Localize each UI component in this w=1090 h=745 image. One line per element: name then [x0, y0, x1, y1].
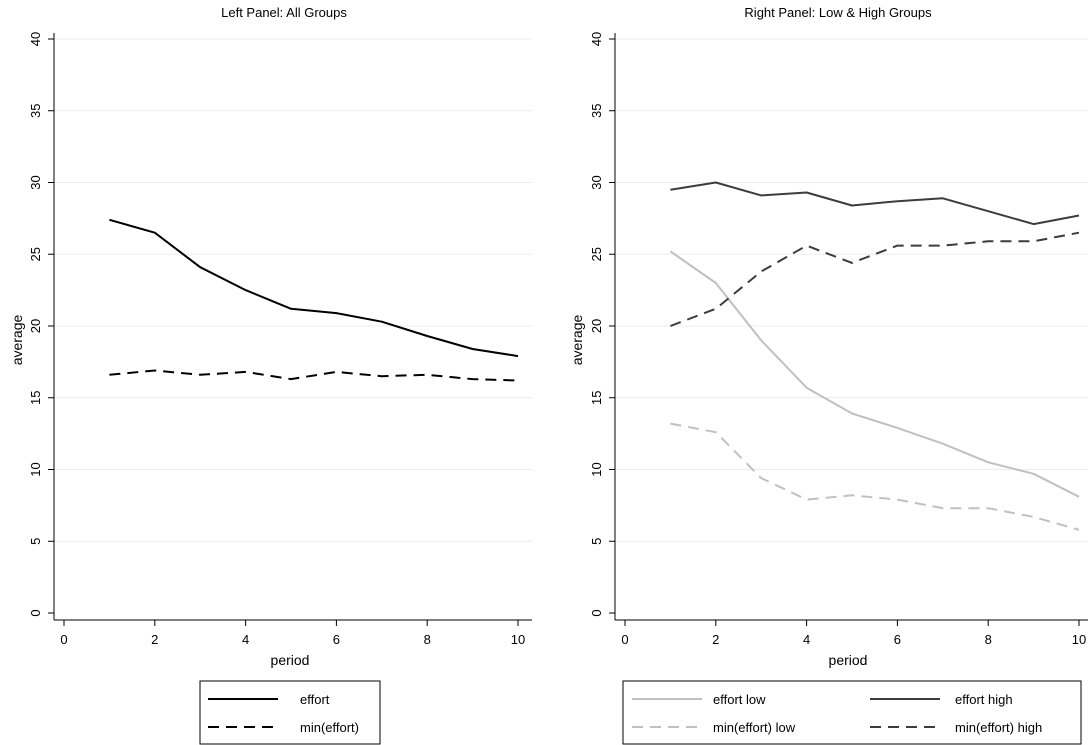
left-x-tick-label: 10	[511, 632, 525, 647]
legend-label-effort-low: effort low	[713, 692, 766, 707]
right-series-lines	[669, 181, 1080, 531]
left-legend: effort min(effort)	[199, 680, 381, 745]
right-y-tick-label: 0	[589, 609, 604, 616]
right-panel-title: Right Panel: Low & High Groups	[744, 5, 932, 20]
left-x-tick-label: 0	[60, 632, 67, 647]
series-line-effort-low	[669, 250, 1080, 498]
left-y-tick-label: 10	[28, 462, 43, 476]
legend-label-min-effort-low: min(effort) low	[713, 720, 796, 735]
left-x-tick-label: 2	[151, 632, 158, 647]
series-line-min-effort-high	[670, 231, 1080, 327]
left-x-tick-label: 6	[333, 632, 340, 647]
right-y-tick-label: 15	[589, 391, 604, 405]
right-x-tick-label: 8	[985, 632, 992, 647]
left-legend-box	[199, 680, 381, 745]
series-line-min-effort-low	[670, 422, 1080, 531]
left-y-tick-label: 30	[28, 175, 43, 189]
right-y-tick-label: 40	[589, 32, 604, 46]
left-panel: Left Panel: All Groups 0510152025303540 …	[9, 5, 532, 745]
right-x-tick-label: 2	[712, 632, 719, 647]
left-y-ticks: 0 5 10 15 20 25 30 35 40	[28, 32, 54, 617]
right-panel: Right Panel: Low & High Groups 051015202…	[569, 5, 1088, 745]
legend-label-effort: effort	[300, 692, 330, 707]
left-panel-title: Left Panel: All Groups	[221, 5, 347, 20]
right-y-tick-label: 30	[589, 175, 604, 189]
right-gridlines	[615, 38, 1088, 542]
left-y-tick-label: 35	[28, 104, 43, 118]
left-x-tick-label: 8	[424, 632, 431, 647]
right-x-tick-label: 6	[894, 632, 901, 647]
right-x-tick-label: 0	[621, 632, 628, 647]
series-line-min-effort	[109, 369, 519, 382]
right-y-axis-label: average	[569, 314, 585, 365]
left-x-tick-label: 4	[242, 632, 249, 647]
left-x-axis-label: period	[271, 652, 310, 668]
right-y-tick-label: 5	[589, 538, 604, 545]
left-y-tick-label: 20	[28, 319, 43, 333]
left-y-tick-label: 15	[28, 391, 43, 405]
right-x-axis-label: period	[829, 652, 868, 668]
right-legend-box	[622, 680, 1082, 745]
series-line-effort	[109, 218, 519, 358]
legend-label-effort-high: effort high	[955, 692, 1013, 707]
right-y-tick-label: 35	[589, 104, 604, 118]
right-y-tick-label: 25	[589, 247, 604, 261]
right-legend: effort low effort high min(effort) low m…	[622, 680, 1082, 745]
left-x-ticks: 0 2 4 6 8 10	[60, 620, 525, 647]
series-line-effort-high	[670, 181, 1080, 226]
left-gridlines	[54, 38, 532, 542]
right-x-tick-label: 10	[1072, 632, 1086, 647]
left-y-tick-label: 40	[28, 32, 43, 46]
right-y-ticks: 0 5 10 15 20 25 30 35 40	[589, 32, 615, 617]
left-y-tick-label: 0	[28, 609, 43, 616]
right-x-ticks: 0 2 4 6 8 10	[621, 620, 1086, 647]
right-y-tick-label: 20	[589, 319, 604, 333]
left-y-tick-label: 5	[28, 538, 43, 545]
legend-label-min-effort-high: min(effort) high	[955, 720, 1042, 735]
left-series-lines	[109, 218, 519, 382]
left-y-tick-label: 25	[28, 247, 43, 261]
legend-label-min-effort: min(effort)	[300, 720, 359, 735]
right-x-tick-label: 4	[803, 632, 810, 647]
right-y-tick-label: 10	[589, 462, 604, 476]
left-y-axis-label: average	[9, 314, 25, 365]
